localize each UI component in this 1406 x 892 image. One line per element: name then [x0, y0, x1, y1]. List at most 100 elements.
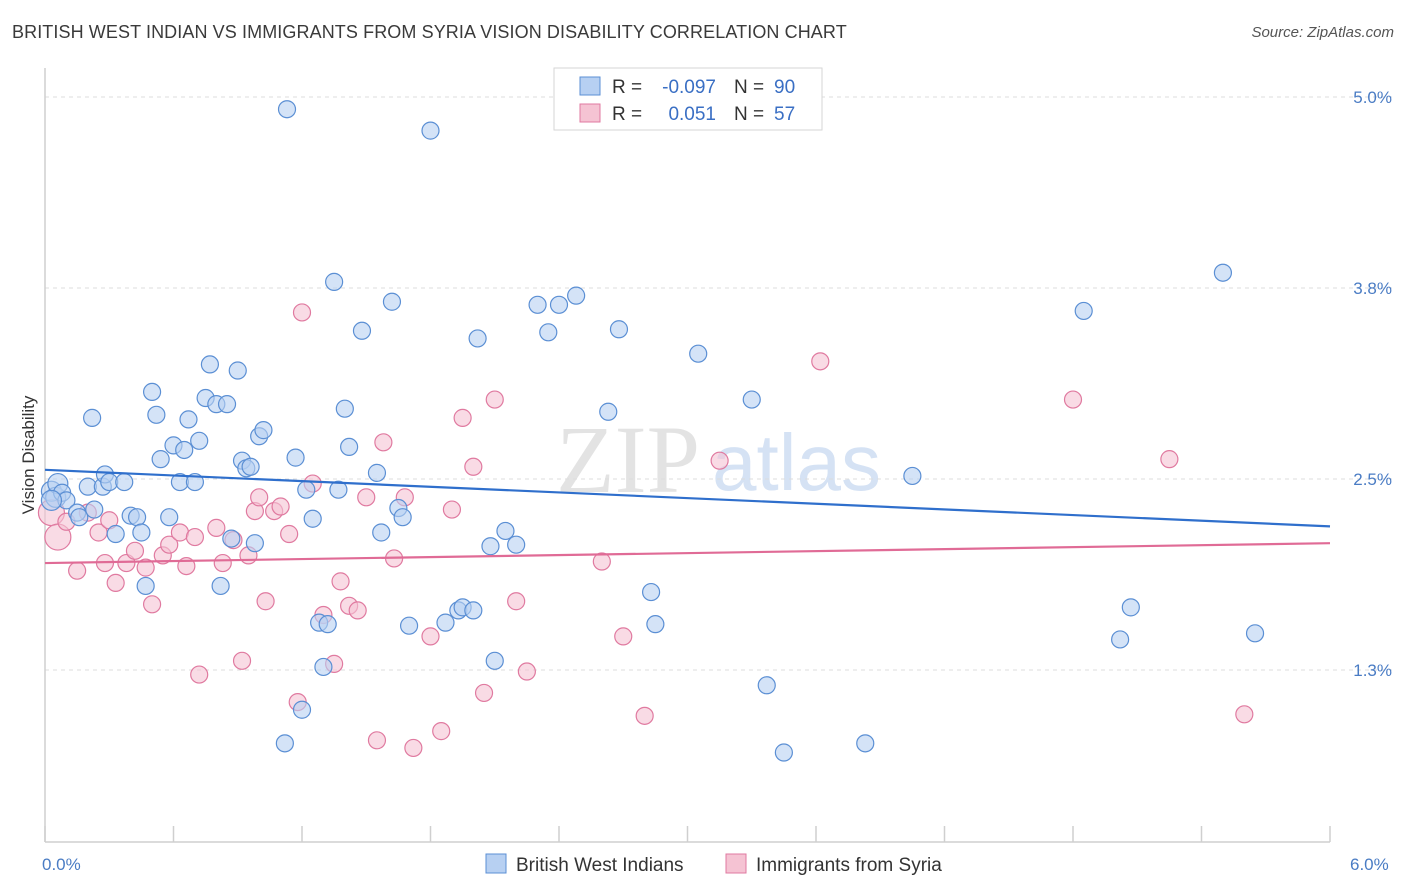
legend-r-value-bwi: -0.097: [662, 77, 716, 98]
bwi-point: [70, 508, 89, 527]
syria-point: [142, 595, 162, 614]
x-tick-label-max: 6.0%: [1350, 855, 1389, 874]
legend-r-value-syria: 0.051: [668, 104, 716, 125]
bwi-point: [1111, 630, 1130, 649]
bwi-point: [160, 508, 179, 527]
bwi-point: [179, 410, 198, 429]
syria-point: [125, 541, 145, 560]
series-legend-swatch-bwi: [485, 853, 507, 874]
bwi-point: [106, 524, 125, 544]
syria-point: [404, 738, 423, 758]
syria-point: [485, 390, 504, 409]
bwi-point: [464, 601, 483, 620]
syria-point: [1235, 705, 1254, 724]
series-legend-label-syria: Immigrants from Syria: [756, 855, 942, 876]
syria-point: [213, 553, 232, 573]
bwi-point: [127, 508, 147, 527]
bwi-point: [292, 700, 312, 719]
syria-point: [68, 561, 87, 580]
bwi-point: [340, 437, 359, 457]
syria-point: [357, 488, 376, 507]
x-tick-label-min: 0.0%: [42, 855, 81, 874]
y-tick-label: 1.3%: [1353, 661, 1392, 680]
series-syria-points: [37, 303, 1254, 758]
series-bwi-points: [40, 100, 1265, 762]
syria-point: [474, 683, 494, 703]
bwi-point: [147, 405, 166, 424]
syria-point: [292, 303, 312, 322]
bwi-point: [609, 320, 629, 339]
bwi-point: [774, 743, 793, 762]
bwi-point: [277, 100, 297, 119]
bwi-point: [286, 448, 305, 467]
bwi-point: [142, 382, 162, 402]
bwi-point: [175, 440, 194, 460]
bwi-point: [275, 734, 294, 753]
syria-point: [331, 572, 350, 591]
bwi-point: [241, 457, 260, 476]
syria-point: [710, 451, 729, 470]
bwi-point: [468, 329, 487, 348]
bwi-point: [436, 613, 455, 632]
y-tick-label: 5.0%: [1353, 88, 1392, 107]
bwi-point: [641, 582, 661, 602]
syria-point: [207, 518, 226, 537]
syria-point: [280, 524, 299, 544]
syria-point: [464, 457, 483, 476]
bwi-point: [245, 534, 264, 553]
bwi-point: [599, 402, 618, 421]
bwi-point: [297, 480, 316, 499]
syria-point: [232, 651, 252, 670]
syria-point: [453, 408, 472, 427]
bwi-point: [393, 508, 412, 527]
bwi-point: [115, 472, 134, 492]
bwi-point: [1245, 624, 1265, 643]
bwi-point: [528, 295, 547, 314]
syria-point: [170, 523, 190, 542]
series-legend: British West Indians Immigrants from Syr…: [485, 853, 942, 876]
chart-source: Source: ZipAtlas.com: [1251, 24, 1394, 41]
bwi-point: [742, 390, 761, 409]
bwi-point: [399, 616, 419, 635]
syria-point: [374, 433, 393, 452]
bwi-point: [1121, 598, 1140, 617]
legend-r-label-syria: R =: [612, 104, 642, 125]
y-axis-label: Vision Disability: [19, 395, 38, 514]
bwi-point: [132, 523, 151, 542]
syria-point: [442, 500, 462, 519]
bwi-point: [549, 295, 569, 314]
bwi-point: [190, 431, 209, 450]
bwi-point: [136, 576, 155, 596]
bwi-point: [335, 399, 354, 418]
syria-point: [256, 592, 275, 611]
y-tick-labels: 5.0% 3.8% 2.5% 1.3%: [1353, 88, 1392, 680]
bwi-point: [485, 651, 504, 670]
bwi-point: [1213, 263, 1233, 282]
legend-r-label-bwi: R =: [612, 77, 642, 98]
y-tick-label: 2.5%: [1353, 470, 1392, 489]
legend-n-value-bwi: 90: [774, 77, 795, 98]
syria-point: [348, 601, 367, 620]
legend-n-label-bwi: N =: [734, 77, 764, 98]
trend-line-bwi: [44, 468, 1331, 528]
legend-n-label-syria: N =: [734, 104, 764, 125]
syria-point: [106, 573, 125, 593]
y-tick-label: 3.8%: [1353, 279, 1392, 298]
bwi-point: [222, 529, 241, 548]
bwi-point: [382, 292, 402, 311]
series-legend-label-bwi: British West Indians: [516, 855, 684, 876]
chart-title: BRITISH WEST INDIAN VS IMMIGRANTS FROM S…: [12, 22, 847, 42]
syria-point: [811, 352, 830, 371]
x-tick-labels: 0.0% 6.0%: [42, 855, 1389, 874]
bwi-point: [421, 121, 440, 140]
bwi-point: [83, 408, 102, 427]
bwi-point: [228, 361, 247, 380]
syria-point: [1160, 450, 1179, 469]
bwi-point: [85, 500, 104, 519]
syria-point: [592, 552, 611, 571]
bwi-point: [646, 615, 665, 634]
syria-point: [190, 665, 209, 684]
bwi-point: [757, 676, 776, 695]
bwi-point: [314, 657, 333, 677]
bwi-point: [151, 450, 170, 469]
